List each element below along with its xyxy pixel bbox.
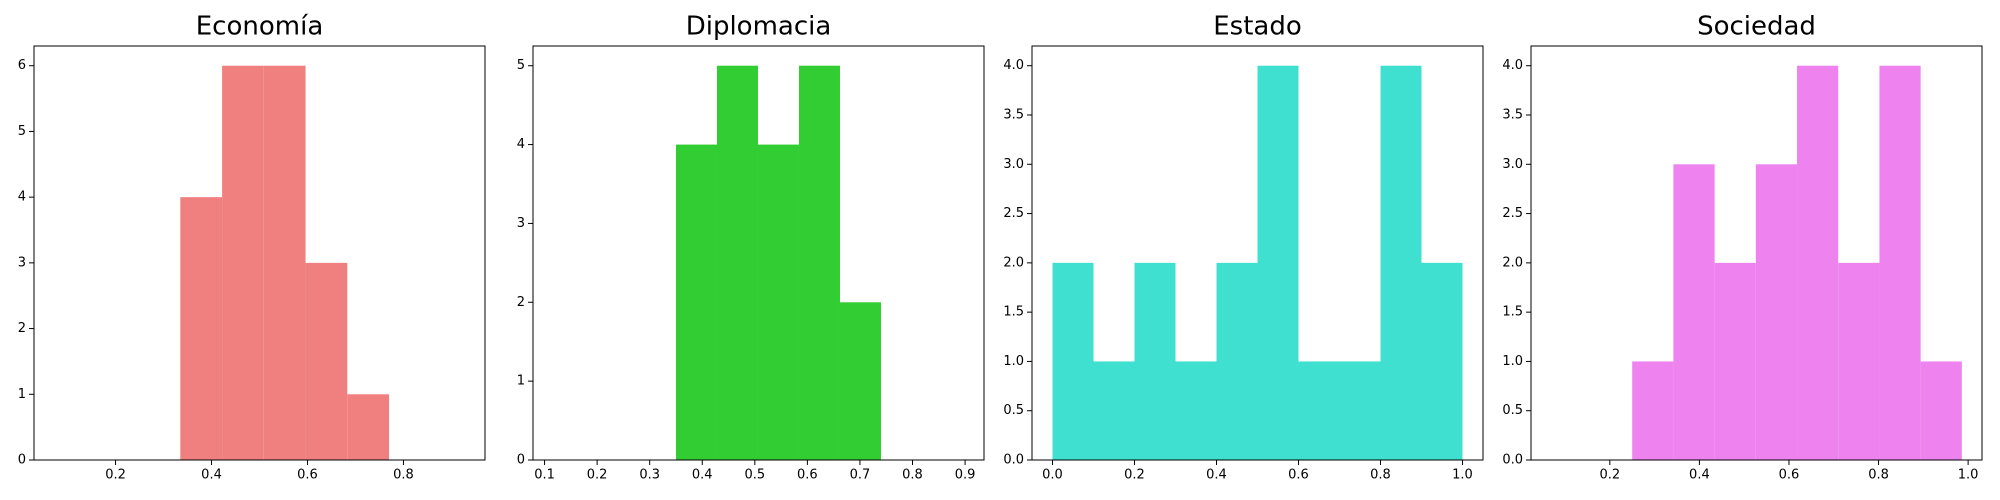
bar — [1838, 262, 1880, 460]
axes-frame — [532, 45, 985, 461]
x-tick-label: 0.0 — [1042, 468, 1063, 483]
x-tick-label: 0.1 — [534, 468, 555, 483]
y-tick-label: 3.0 — [1003, 157, 1024, 172]
y-tick-label: 4 — [517, 137, 525, 152]
y-tick-label: 4.0 — [1502, 58, 1523, 73]
y-tick-label: 0.0 — [1502, 453, 1523, 468]
y-tick-label: 5 — [18, 124, 26, 139]
bar — [1421, 262, 1463, 460]
x-tick-label: 0.7 — [850, 468, 871, 483]
bar — [1797, 65, 1839, 460]
y-tick-label: 2.5 — [1502, 206, 1523, 221]
bar — [716, 65, 758, 460]
x-tick-label: 0.6 — [797, 468, 818, 483]
x-tick-label: 0.8 — [393, 468, 414, 483]
bar — [798, 65, 840, 460]
bar — [1755, 164, 1798, 461]
x-tick-label: 0.4 — [201, 468, 222, 483]
bar — [1339, 361, 1381, 460]
x-tick-label: 0.2 — [1124, 468, 1145, 483]
axes-frame — [1031, 45, 1484, 461]
x-tick-label: 0.2 — [1599, 468, 1620, 483]
x-tick-label: 0.2 — [587, 468, 608, 483]
chart-title: Diplomacia — [686, 12, 832, 42]
bar — [1920, 361, 1962, 460]
y-tick-label: 2.0 — [1502, 255, 1523, 270]
bar — [305, 262, 348, 460]
x-tick-label: 0.8 — [1868, 468, 1889, 483]
y-tick-label: 1.5 — [1502, 305, 1523, 320]
y-tick-label: 3.5 — [1502, 108, 1523, 123]
y-tick-label: 2 — [18, 321, 26, 336]
x-tick-label: 0.4 — [692, 468, 713, 483]
y-tick-label: 4.0 — [1003, 58, 1024, 73]
chart-title: Estado — [1213, 12, 1302, 42]
y-tick-label: 3 — [517, 216, 525, 231]
y-tick-label: 3.5 — [1003, 108, 1024, 123]
y-tick-label: 0.0 — [1003, 453, 1024, 468]
bar — [1257, 65, 1299, 460]
bar — [1298, 361, 1340, 460]
chart-title: Economía — [196, 12, 324, 42]
bar — [675, 144, 717, 461]
y-tick-label: 6 — [18, 58, 26, 73]
bar — [180, 197, 223, 460]
y-tick-label: 2 — [517, 295, 525, 310]
bar — [1879, 65, 1921, 460]
bar — [1175, 361, 1217, 460]
axes-frame — [1530, 45, 1983, 461]
bar — [1052, 262, 1094, 460]
y-tick-label: 1.0 — [1003, 354, 1024, 369]
x-tick-label: 0.4 — [1689, 468, 1710, 483]
y-tick-label: 0 — [18, 453, 26, 468]
x-tick-label: 0.6 — [297, 468, 318, 483]
x-tick-label: 0.6 — [1779, 468, 1800, 483]
y-tick-label: 1.0 — [1502, 354, 1523, 369]
x-tick-label: 0.6 — [1288, 468, 1309, 483]
x-tick-label: 0.9 — [955, 468, 976, 483]
y-tick-label: 3.0 — [1502, 157, 1523, 172]
x-tick-label: 0.4 — [1206, 468, 1227, 483]
bar — [839, 302, 881, 460]
bar — [1714, 262, 1756, 460]
bar — [263, 65, 306, 460]
y-tick-label: 0.5 — [1502, 403, 1523, 418]
x-tick-label: 0.5 — [744, 468, 765, 483]
x-tick-label: 0.8 — [902, 468, 923, 483]
y-tick-label: 4 — [18, 190, 26, 205]
y-tick-label: 2.5 — [1003, 206, 1024, 221]
axes-frame — [33, 45, 486, 461]
bar — [757, 144, 799, 461]
x-tick-label: 1.0 — [1452, 468, 1473, 483]
bar — [1673, 164, 1715, 461]
x-tick-label: 1.0 — [1958, 468, 1979, 483]
y-tick-label: 1.5 — [1003, 305, 1024, 320]
bar — [1380, 65, 1422, 460]
x-tick-label: 0.8 — [1370, 468, 1391, 483]
y-tick-label: 2.0 — [1003, 255, 1024, 270]
y-tick-label: 0.5 — [1003, 403, 1024, 418]
x-tick-label: 0.2 — [105, 468, 126, 483]
y-tick-label: 1 — [517, 374, 525, 389]
y-tick-label: 5 — [517, 58, 525, 73]
y-tick-label: 1 — [18, 387, 26, 402]
x-tick-label: 0.3 — [639, 468, 660, 483]
bar — [222, 65, 264, 460]
y-tick-label: 0 — [517, 453, 525, 468]
y-tick-label: 3 — [18, 255, 26, 270]
bar — [1632, 361, 1674, 460]
bar — [347, 394, 390, 460]
bar — [1093, 361, 1135, 460]
bar — [1216, 262, 1258, 460]
chart-title: Sociedad — [1697, 12, 1816, 42]
bar — [1134, 262, 1176, 460]
